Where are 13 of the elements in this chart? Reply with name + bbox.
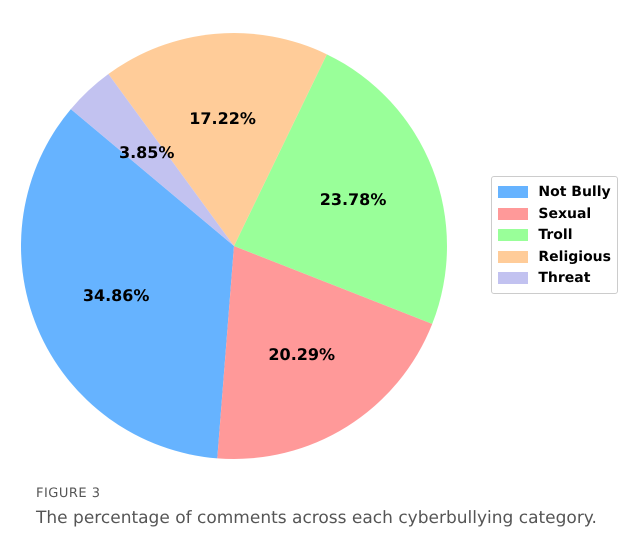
legend-label: Threat xyxy=(538,270,590,286)
data-label: 20.29% xyxy=(268,344,336,364)
legend-label: Sexual xyxy=(538,206,592,222)
data-label: 17.22% xyxy=(189,109,256,128)
legend-label: Not Bully xyxy=(538,184,611,200)
data-label: 34.86% xyxy=(82,286,150,305)
caption: FIGURE 3 xyxy=(36,486,101,501)
legend-label: Troll xyxy=(538,227,573,243)
pie-slice xyxy=(217,246,432,459)
text: The percentage of comments across each cyberbullying category. xyxy=(36,508,597,528)
legend-label: Religious xyxy=(538,248,611,264)
data-label: 3.85% xyxy=(118,143,174,162)
data-label: 23.78% xyxy=(320,190,386,209)
